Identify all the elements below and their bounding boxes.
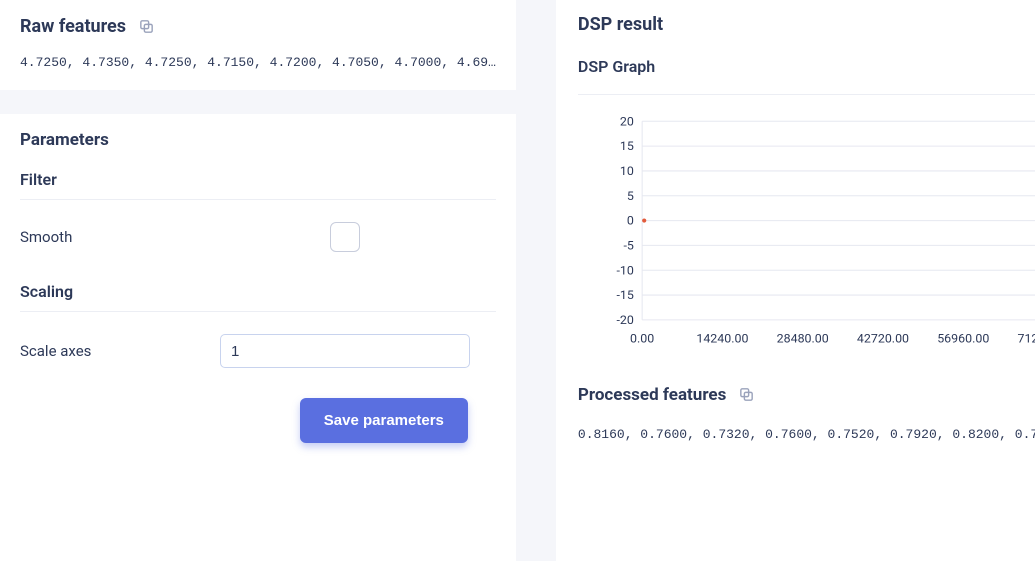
smooth-label: Smooth — [20, 228, 220, 246]
svg-text:20: 20 — [620, 114, 634, 129]
copy-icon[interactable] — [738, 386, 755, 403]
raw-features-title: Raw features — [20, 16, 126, 37]
save-parameters-button[interactable]: Save parameters — [300, 398, 468, 443]
svg-text:14240.00: 14240.00 — [696, 332, 748, 347]
raw-features-values: 4.7250, 4.7350, 4.7250, 4.7150, 4.7200, … — [20, 55, 496, 70]
scale-axes-label: Scale axes — [20, 342, 220, 360]
dsp-chart: 20 15 10 5 0 -5 -10 -15 -20 0.00 14240.00 28480.00 4… — [578, 94, 1035, 355]
dsp-result-panel: DSP result DSP Graph 20 15 10 5 0 -5 -10 -15 -20… — [556, 0, 1035, 561]
parameters-panel: Parameters Filter Smooth Scaling Scale a… — [0, 114, 516, 561]
svg-text:-5: -5 — [623, 239, 633, 254]
svg-text:-10: -10 — [616, 263, 633, 278]
svg-text:56960.00: 56960.00 — [937, 332, 989, 347]
filter-section-title: Filter — [20, 170, 496, 200]
svg-text:0: 0 — [627, 214, 634, 229]
svg-text:-20: -20 — [616, 313, 633, 328]
svg-text:28480.00: 28480.00 — [777, 332, 829, 347]
processed-features-title: Processed features — [578, 385, 726, 405]
svg-text:71200.00: 71200.00 — [1017, 332, 1035, 347]
svg-text:10: 10 — [620, 164, 634, 179]
dsp-chart-svg: 20 15 10 5 0 -5 -10 -15 -20 0.00 14240.00 28480.00 4… — [578, 113, 1035, 351]
raw-features-panel: Raw features 4.7250, 4.7350, 4.7250, 4.7… — [0, 0, 516, 90]
processed-features-values: 0.8160, 0.7600, 0.7320, 0.7600, 0.7520, … — [578, 427, 1035, 442]
copy-icon[interactable] — [138, 18, 155, 35]
scale-axes-input[interactable] — [220, 334, 470, 368]
svg-text:-15: -15 — [616, 288, 633, 303]
parameters-title: Parameters — [20, 130, 496, 150]
scaling-section-title: Scaling — [20, 282, 496, 312]
svg-text:42720.00: 42720.00 — [857, 332, 909, 347]
svg-text:5: 5 — [627, 189, 634, 204]
dsp-result-title: DSP result — [578, 14, 1035, 35]
svg-text:15: 15 — [620, 139, 634, 154]
svg-text:0.00: 0.00 — [630, 332, 654, 347]
dsp-graph-title: DSP Graph — [578, 57, 1035, 76]
smooth-checkbox[interactable] — [330, 222, 360, 252]
